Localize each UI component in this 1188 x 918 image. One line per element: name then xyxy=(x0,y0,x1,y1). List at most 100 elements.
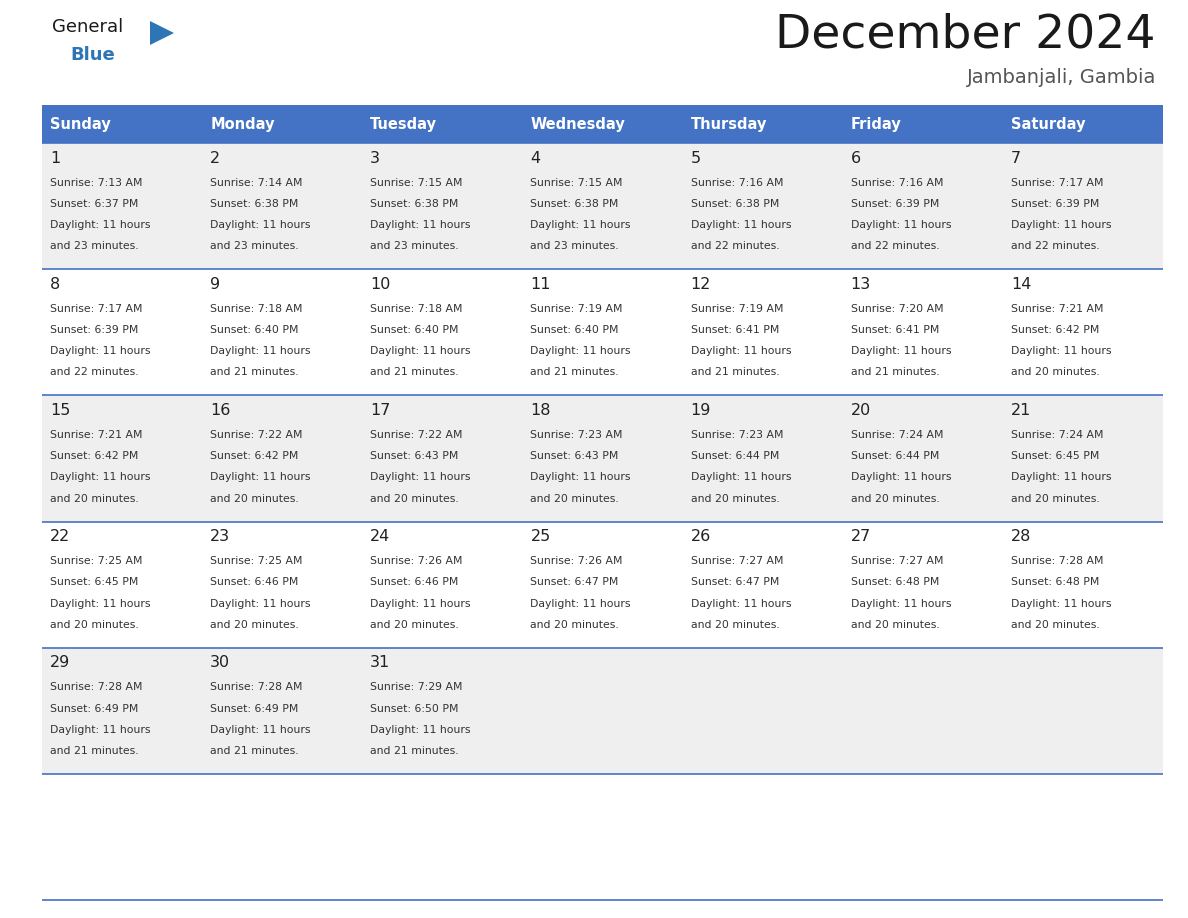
Bar xyxy=(202,521,362,648)
Bar xyxy=(842,521,1003,648)
Bar xyxy=(42,269,202,396)
Text: Daylight: 11 hours: Daylight: 11 hours xyxy=(530,346,631,356)
Text: and 21 minutes.: and 21 minutes. xyxy=(371,367,459,377)
Text: Daylight: 11 hours: Daylight: 11 hours xyxy=(371,473,470,483)
Text: Sunday: Sunday xyxy=(50,117,110,131)
Bar xyxy=(42,521,202,648)
Bar xyxy=(523,269,683,396)
Text: Sunrise: 7:13 AM: Sunrise: 7:13 AM xyxy=(50,178,143,187)
Bar xyxy=(1003,396,1163,521)
Text: 15: 15 xyxy=(50,403,70,418)
Bar xyxy=(42,105,202,143)
Bar xyxy=(202,105,362,143)
Text: Sunrise: 7:15 AM: Sunrise: 7:15 AM xyxy=(371,178,463,187)
Bar xyxy=(42,143,202,269)
Text: Sunset: 6:38 PM: Sunset: 6:38 PM xyxy=(530,199,619,209)
Text: December 2024: December 2024 xyxy=(776,12,1156,57)
Text: Sunset: 6:49 PM: Sunset: 6:49 PM xyxy=(50,703,138,713)
Text: Sunrise: 7:22 AM: Sunrise: 7:22 AM xyxy=(210,430,303,440)
Text: and 20 minutes.: and 20 minutes. xyxy=(210,494,299,504)
Text: Sunrise: 7:21 AM: Sunrise: 7:21 AM xyxy=(1011,304,1104,314)
Text: 28: 28 xyxy=(1011,529,1031,544)
Text: and 22 minutes.: and 22 minutes. xyxy=(690,241,779,252)
Text: and 22 minutes.: and 22 minutes. xyxy=(851,241,940,252)
Text: Daylight: 11 hours: Daylight: 11 hours xyxy=(1011,220,1111,230)
Bar xyxy=(523,521,683,648)
Bar xyxy=(842,105,1003,143)
Text: Sunrise: 7:23 AM: Sunrise: 7:23 AM xyxy=(690,430,783,440)
Text: Sunrise: 7:28 AM: Sunrise: 7:28 AM xyxy=(50,682,143,692)
Text: 26: 26 xyxy=(690,529,710,544)
Text: Sunset: 6:48 PM: Sunset: 6:48 PM xyxy=(851,577,939,588)
Text: 4: 4 xyxy=(530,151,541,165)
Text: Daylight: 11 hours: Daylight: 11 hours xyxy=(210,346,310,356)
Text: Sunset: 6:45 PM: Sunset: 6:45 PM xyxy=(1011,452,1099,461)
Text: Tuesday: Tuesday xyxy=(371,117,437,131)
Text: 20: 20 xyxy=(851,403,871,418)
Text: Daylight: 11 hours: Daylight: 11 hours xyxy=(851,599,952,609)
Text: and 23 minutes.: and 23 minutes. xyxy=(530,241,619,252)
Text: 14: 14 xyxy=(1011,276,1031,292)
Text: 2: 2 xyxy=(210,151,220,165)
Bar xyxy=(202,269,362,396)
Text: Sunset: 6:42 PM: Sunset: 6:42 PM xyxy=(1011,325,1099,335)
Bar xyxy=(202,143,362,269)
Text: Sunset: 6:39 PM: Sunset: 6:39 PM xyxy=(50,325,138,335)
Text: and 20 minutes.: and 20 minutes. xyxy=(1011,367,1100,377)
Text: and 21 minutes.: and 21 minutes. xyxy=(371,746,459,756)
Text: 1: 1 xyxy=(50,151,61,165)
Text: Daylight: 11 hours: Daylight: 11 hours xyxy=(210,599,310,609)
Text: Sunrise: 7:25 AM: Sunrise: 7:25 AM xyxy=(210,556,303,566)
Bar xyxy=(362,143,523,269)
Text: Sunrise: 7:29 AM: Sunrise: 7:29 AM xyxy=(371,682,463,692)
Text: Monday: Monday xyxy=(210,117,274,131)
Bar xyxy=(1003,105,1163,143)
Text: 21: 21 xyxy=(1011,403,1031,418)
Text: and 20 minutes.: and 20 minutes. xyxy=(690,620,779,630)
Text: Sunrise: 7:17 AM: Sunrise: 7:17 AM xyxy=(50,304,143,314)
Text: and 21 minutes.: and 21 minutes. xyxy=(210,367,298,377)
Text: Sunset: 6:47 PM: Sunset: 6:47 PM xyxy=(690,577,779,588)
Text: Daylight: 11 hours: Daylight: 11 hours xyxy=(371,220,470,230)
Text: and 23 minutes.: and 23 minutes. xyxy=(50,241,139,252)
Text: 16: 16 xyxy=(210,403,230,418)
Bar xyxy=(683,648,842,774)
Text: Daylight: 11 hours: Daylight: 11 hours xyxy=(210,220,310,230)
Text: 23: 23 xyxy=(210,529,230,544)
Bar xyxy=(1003,143,1163,269)
Text: Sunrise: 7:24 AM: Sunrise: 7:24 AM xyxy=(1011,430,1104,440)
Bar xyxy=(842,648,1003,774)
Text: and 20 minutes.: and 20 minutes. xyxy=(371,620,459,630)
Text: Daylight: 11 hours: Daylight: 11 hours xyxy=(371,599,470,609)
Text: 10: 10 xyxy=(371,276,391,292)
Bar xyxy=(42,648,202,774)
Text: and 21 minutes.: and 21 minutes. xyxy=(210,746,298,756)
Text: Sunset: 6:47 PM: Sunset: 6:47 PM xyxy=(530,577,619,588)
Text: and 20 minutes.: and 20 minutes. xyxy=(50,494,139,504)
Text: Sunset: 6:43 PM: Sunset: 6:43 PM xyxy=(371,452,459,461)
Bar xyxy=(42,774,202,900)
Bar xyxy=(42,396,202,521)
Bar xyxy=(523,143,683,269)
Text: Sunset: 6:43 PM: Sunset: 6:43 PM xyxy=(530,452,619,461)
Text: and 20 minutes.: and 20 minutes. xyxy=(530,620,619,630)
Text: Sunrise: 7:20 AM: Sunrise: 7:20 AM xyxy=(851,304,943,314)
Text: 17: 17 xyxy=(371,403,391,418)
Text: Sunrise: 7:27 AM: Sunrise: 7:27 AM xyxy=(690,556,783,566)
Text: Daylight: 11 hours: Daylight: 11 hours xyxy=(50,220,151,230)
Text: and 20 minutes.: and 20 minutes. xyxy=(1011,494,1100,504)
Bar xyxy=(362,648,523,774)
Text: Sunrise: 7:19 AM: Sunrise: 7:19 AM xyxy=(690,304,783,314)
Text: Friday: Friday xyxy=(851,117,902,131)
Text: Daylight: 11 hours: Daylight: 11 hours xyxy=(690,220,791,230)
Text: General: General xyxy=(52,18,124,36)
Text: Sunset: 6:38 PM: Sunset: 6:38 PM xyxy=(210,199,298,209)
Text: Daylight: 11 hours: Daylight: 11 hours xyxy=(851,473,952,483)
Text: 12: 12 xyxy=(690,276,710,292)
Text: 31: 31 xyxy=(371,655,391,670)
Text: and 20 minutes.: and 20 minutes. xyxy=(210,620,299,630)
Text: Sunrise: 7:28 AM: Sunrise: 7:28 AM xyxy=(210,682,303,692)
Bar xyxy=(683,105,842,143)
Bar xyxy=(202,648,362,774)
Bar xyxy=(683,143,842,269)
